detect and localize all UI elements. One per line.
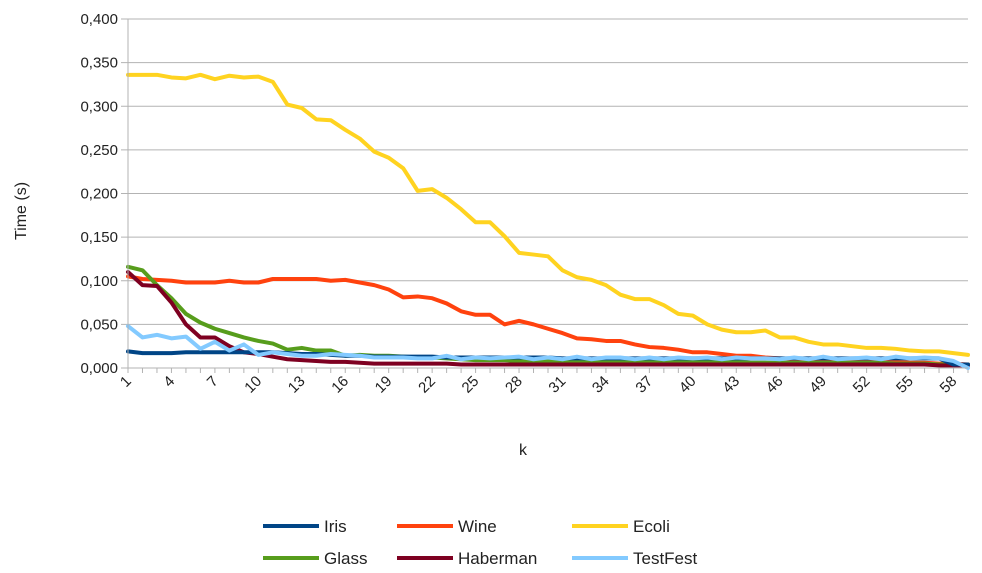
x-axis-ticks: 1 4 7 10 13 16 19 22 25 28 31 34 37 40 43 46 49 52 55 58 xyxy=(117,368,969,397)
y-tick-label: 0,000 xyxy=(80,360,118,377)
x-tick-label: 25 xyxy=(459,373,483,397)
y-tick-label: 0,300 xyxy=(80,98,118,115)
y-tick-label: 0,100 xyxy=(80,273,118,290)
x-tick-label: 55 xyxy=(893,373,917,397)
x-tick-label: 28 xyxy=(502,373,526,397)
y-tick-label: 0,250 xyxy=(80,142,118,159)
legend-label-iris: Iris xyxy=(324,517,347,536)
y-tick-label: 0,200 xyxy=(80,186,118,203)
legend-label-ecoli: Ecoli xyxy=(633,517,670,536)
x-tick-label: 16 xyxy=(328,373,352,397)
x-tick-label: 7 xyxy=(204,373,222,391)
x-tick-label: 10 xyxy=(241,373,265,397)
legend: Iris Wine Ecoli Glass Haberman TestFest xyxy=(263,517,698,568)
x-tick-label: 19 xyxy=(372,373,396,397)
x-tick-label: 1 xyxy=(117,373,135,391)
y-tick-label: 0,150 xyxy=(80,229,118,246)
series-line-ecoli xyxy=(126,72,970,357)
x-tick-label: 52 xyxy=(850,373,874,397)
x-axis-title: k xyxy=(519,442,528,459)
x-tick-label: 31 xyxy=(545,373,569,397)
x-tick-label: 49 xyxy=(806,373,830,397)
legend-label-testfest: TestFest xyxy=(633,549,698,568)
y-tick-label: 0,350 xyxy=(80,55,118,72)
y-axis-title: Time (s) xyxy=(13,182,30,240)
y-axis-ticks: 0,000 0,050 0,100 0,150 0,200 0,250 0,300 0,350… xyxy=(80,11,128,377)
x-tick-label: 4 xyxy=(160,373,178,391)
x-tick-label: 22 xyxy=(415,373,439,397)
x-tick-label: 13 xyxy=(285,373,309,397)
x-tick-label: 46 xyxy=(763,373,787,397)
series-line-testfest xyxy=(126,324,970,370)
x-tick-label: 40 xyxy=(676,373,700,397)
legend-label-haberman: Haberman xyxy=(458,549,537,568)
y-tick-label: 0,050 xyxy=(80,316,118,333)
y-tick-label: 0,400 xyxy=(80,11,118,28)
x-tick-label: 58 xyxy=(937,373,961,397)
x-tick-label: 37 xyxy=(632,373,656,397)
legend-label-glass: Glass xyxy=(324,549,367,568)
gridlines xyxy=(128,18,968,369)
series-line-haberman xyxy=(126,270,970,368)
series-lines xyxy=(126,72,970,370)
legend-label-wine: Wine xyxy=(458,517,497,536)
x-tick-label: 43 xyxy=(719,373,743,397)
axes xyxy=(127,19,968,369)
x-tick-label: 34 xyxy=(589,373,613,397)
